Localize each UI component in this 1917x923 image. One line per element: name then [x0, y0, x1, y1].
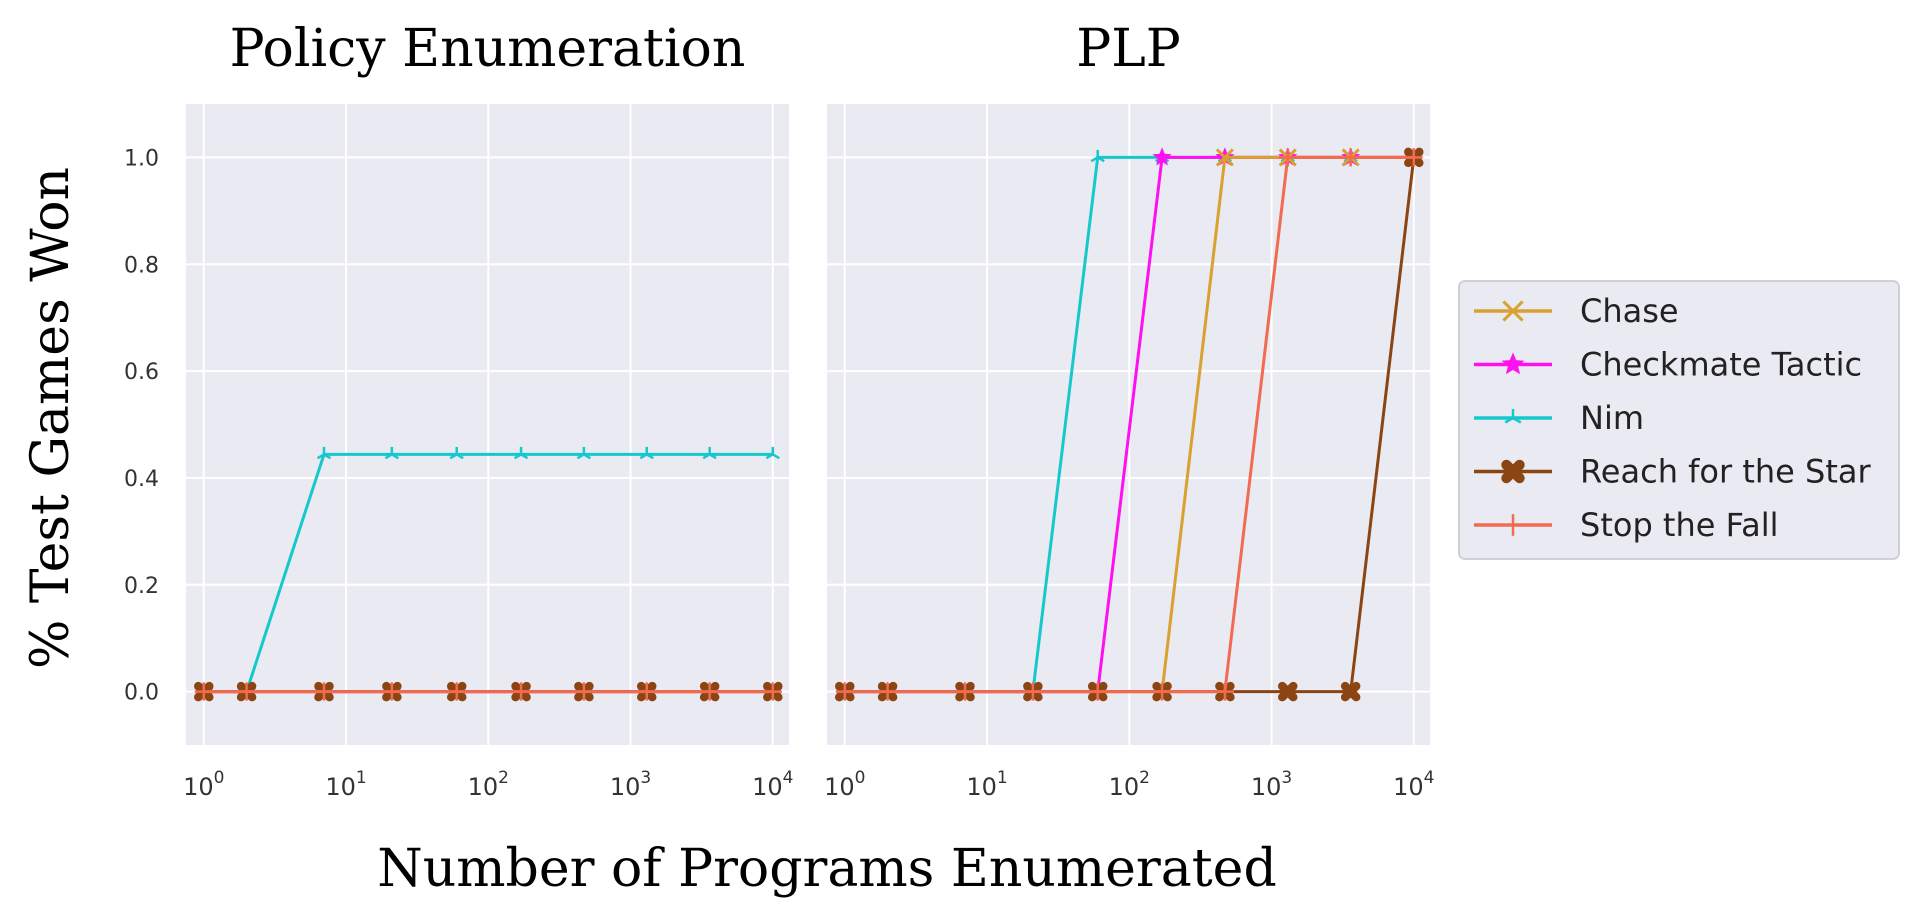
data-point: [576, 446, 592, 460]
panel-policy-enumeration: 100 101 102 103 104 0.0 0.2 0.4 0.6 0.8 1.0 Policy …: [124, 19, 793, 801]
data-point: [1090, 149, 1105, 163]
data-point: [1341, 148, 1360, 167]
data-point: [1088, 682, 1107, 701]
data-point: [1215, 148, 1234, 167]
x-tick-label: 103: [1251, 768, 1292, 801]
data-point: [955, 682, 974, 701]
panel-plp: 100 101 102 103 104 PLP: [824, 19, 1434, 801]
legend-box: [1458, 280, 1900, 560]
data-point: [1278, 148, 1297, 167]
data-point: [449, 446, 464, 460]
legend-label: Chase: [1580, 292, 1679, 330]
x-tick-label: 100: [824, 768, 865, 801]
data-point: [384, 446, 399, 460]
data-point: [639, 446, 654, 460]
data-point: [237, 682, 256, 701]
data-point: [316, 446, 332, 460]
legend-item: Chase: [1474, 292, 1679, 330]
legend-item: Checkmate Tactic: [1474, 346, 1862, 384]
data-point: [512, 682, 531, 701]
series-stop-the-fall: [835, 148, 1423, 701]
data-point: [1404, 148, 1423, 167]
legend-item: Reach for the Star: [1474, 453, 1871, 491]
y-tick-label: 0.6: [124, 360, 159, 385]
data-point: [878, 682, 897, 701]
x-tick-label: 100: [183, 768, 224, 801]
data-point: [835, 682, 854, 701]
series-stop-the-fall: [194, 682, 782, 701]
series-line: [203, 452, 773, 694]
y-tick-label: 0.4: [124, 467, 159, 492]
x-tick-label: 102: [468, 768, 509, 801]
data-point: [702, 446, 717, 460]
data-point: [1023, 682, 1042, 701]
y-tick-label: 0.8: [124, 253, 159, 278]
filled-x-icon: [1501, 459, 1525, 484]
data-point: [763, 682, 782, 701]
x-tick-label: 104: [1393, 768, 1434, 801]
legend-label: Nim: [1580, 399, 1644, 437]
data-point: [1277, 681, 1298, 702]
x-tick-label: 101: [325, 768, 366, 801]
y-tick-label: 0.2: [124, 574, 159, 599]
data-point: [1152, 147, 1172, 166]
legend: Chase Checkmate Tactic Nim Reach for the St…: [1458, 280, 1900, 560]
data-point: [765, 446, 780, 460]
x-tick-label: 102: [1109, 768, 1150, 801]
x-tick-label: 101: [966, 768, 1007, 801]
legend-label: Checkmate Tactic: [1580, 346, 1862, 384]
panel-title: Policy Enumeration: [230, 19, 746, 79]
data-point: [1340, 681, 1361, 702]
series-line: [844, 155, 1414, 694]
y-axis-label: % Test Games Won: [21, 167, 81, 669]
data-point: [700, 682, 719, 701]
y-tick-label: 1.0: [124, 146, 159, 171]
x-icon: [1502, 300, 1524, 322]
panel-title: PLP: [1076, 19, 1181, 79]
x-tick-label: 103: [610, 768, 651, 801]
data-point: [314, 682, 333, 701]
tri-star-icon: [1504, 409, 1522, 424]
data-point: [574, 682, 593, 701]
y-tick-label: 0.0: [124, 681, 159, 706]
data-point: [513, 446, 529, 460]
data-point: [447, 682, 466, 701]
legend-label: Reach for the Star: [1580, 453, 1871, 491]
x-axis-label: Number of Programs Enumerated: [377, 839, 1277, 899]
legend-label: Stop the Fall: [1580, 506, 1778, 544]
data-point: [637, 682, 656, 701]
data-point: [194, 682, 213, 701]
legend-item: Stop the Fall: [1474, 506, 1778, 544]
legend-item: Nim: [1474, 399, 1644, 437]
data-point: [1153, 682, 1172, 701]
gridlines: [827, 104, 1430, 745]
star-icon: [1501, 352, 1525, 375]
data-point: [1215, 682, 1234, 701]
plus-icon: [1502, 514, 1524, 536]
x-tick-label: 104: [752, 768, 793, 801]
data-point: [382, 682, 401, 701]
